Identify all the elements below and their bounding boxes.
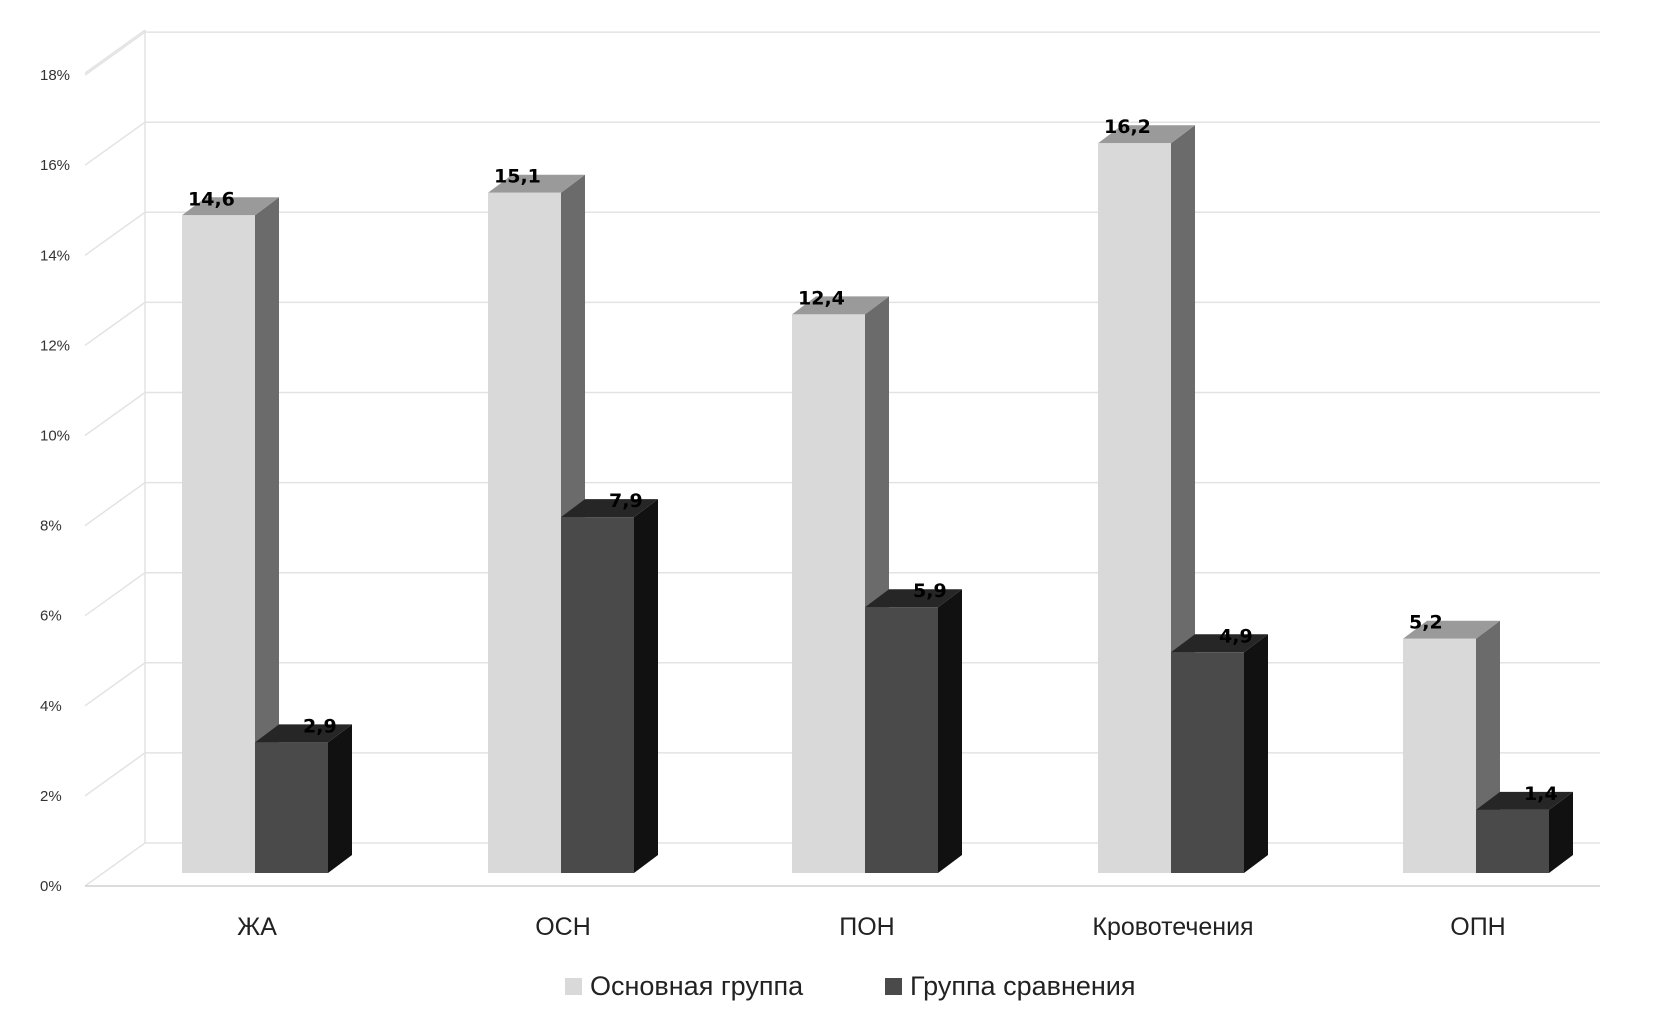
bar [1403, 638, 1476, 873]
bar [182, 215, 255, 873]
x-tick-label: ПОН [839, 913, 894, 941]
data-label: 14,6 [188, 188, 235, 210]
data-label: 5,9 [913, 580, 947, 602]
bar-side [1244, 634, 1268, 873]
bar-top [255, 724, 352, 743]
gridline-depth [84, 481, 146, 527]
legend-label: Основная группа [590, 971, 804, 1001]
y-tick-label: 6% [40, 608, 62, 625]
bar [1171, 652, 1244, 873]
legend-swatch [565, 978, 582, 995]
gridline-depth [84, 391, 146, 437]
bar-side [938, 589, 962, 873]
x-tick-label: ОСН [535, 913, 591, 941]
y-tick-label: 14% [40, 247, 70, 264]
legend-swatch [885, 978, 902, 995]
data-label: 1,4 [1524, 783, 1558, 805]
bar-top [561, 499, 658, 518]
bar [488, 192, 561, 873]
data-label: 16,2 [1104, 116, 1151, 138]
y-tick-label: 16% [40, 157, 70, 174]
bar-side [255, 197, 279, 873]
bar-top [1171, 634, 1268, 653]
gridline-depth [84, 752, 146, 797]
bar-top [865, 589, 962, 608]
legend-label: Группа сравнения [910, 971, 1136, 1001]
bar [792, 314, 865, 873]
y-tick-label: 18% [40, 67, 70, 84]
bar [255, 742, 328, 873]
bar-top [792, 296, 889, 315]
chart-bars [182, 125, 1573, 873]
gridline-depth [84, 662, 146, 707]
data-label: 5,2 [1409, 612, 1443, 634]
gridline-depth [84, 301, 146, 347]
y-tick-label: 8% [40, 518, 62, 535]
gridline-depth [84, 31, 146, 76]
x-tick-label: Кровотечения [1092, 913, 1253, 941]
bar [561, 517, 634, 873]
data-label: 15,1 [494, 166, 541, 188]
y-tick-label: 0% [40, 878, 62, 895]
bar [1476, 809, 1549, 873]
bar-side [328, 724, 352, 873]
side-wall-top-edge [84, 29, 146, 74]
data-label: 2,9 [303, 715, 337, 737]
x-tick-label: ЖА [237, 913, 277, 941]
y-tick-label: 2% [40, 788, 62, 805]
bar-top [1098, 125, 1195, 144]
y-tick-label: 10% [40, 428, 70, 445]
chart-legend: Основная группа Группа сравнения [565, 971, 1136, 1001]
x-tick-label: ОПН [1450, 913, 1505, 941]
bar-top [182, 197, 279, 216]
chart-labels: 14,6 2,9 ЖА 15,1 7,9 ОСН 12,4 5,9 ПОН 16,2 4,9 Кров… [188, 116, 1558, 941]
bar-side [1549, 791, 1573, 873]
bar [1098, 143, 1171, 873]
y-tick-label: 12% [40, 337, 70, 354]
data-label: 12,4 [798, 287, 845, 309]
gridline-depth [84, 572, 146, 617]
data-label: 4,9 [1219, 625, 1253, 647]
data-label: 7,9 [609, 490, 643, 512]
y-tick-label: 4% [40, 698, 62, 715]
bar [865, 607, 938, 873]
gridline-depth [84, 842, 146, 887]
gridline-depth [84, 121, 146, 166]
bar-top [488, 174, 585, 193]
bar-top [1476, 791, 1573, 810]
bar-side [634, 499, 658, 873]
gridline-depth [84, 211, 146, 256]
bar-top [1403, 620, 1500, 639]
